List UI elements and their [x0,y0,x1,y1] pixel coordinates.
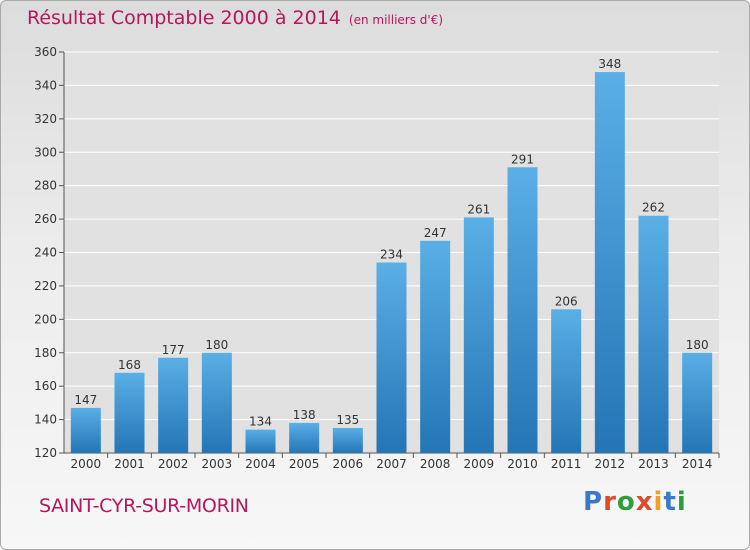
x-tick-label: 2010 [507,457,538,471]
chart-title: Résultat Comptable 2000 à 2014 (en millie… [27,7,443,29]
logo-letter: x [635,487,654,517]
bar [551,309,582,453]
bar [463,217,494,453]
x-tick-label: 2001 [114,457,145,471]
logo-letter: o [616,487,636,517]
y-tick-label: 280 [34,179,57,193]
bar [376,262,407,453]
data-label: 234 [380,248,403,262]
x-tick-label: 2006 [333,457,364,471]
x-tick-label: 2011 [551,457,582,471]
bar [201,352,232,453]
data-label: 147 [74,393,97,407]
data-label: 134 [249,415,272,429]
y-tick-label: 140 [34,413,57,427]
logo-letter: r [603,487,617,517]
chart-unit: (en milliers d'€) [348,13,444,27]
y-tick-label: 300 [34,145,57,159]
chart-title-text: Résultat Comptable 2000 à 2014 [27,7,341,29]
data-label: 247 [424,226,447,240]
logo-letter: i [676,487,687,517]
x-tick-label: 2005 [289,457,320,471]
logo-letter: i [653,487,664,517]
y-tick-label: 340 [34,78,57,92]
data-label: 168 [118,358,141,372]
x-tick-label: 2003 [202,457,233,471]
x-tick-label: 2013 [638,457,669,471]
bar [158,357,189,453]
data-label: 348 [598,57,621,71]
commune-name: SAINT-CYR-SUR-MORIN [39,495,249,517]
y-tick-label: 120 [34,446,57,460]
y-tick-label: 160 [34,379,57,393]
x-tick-label: 2007 [376,457,407,471]
logo-letter: P [583,487,604,517]
y-tick-label: 360 [34,45,57,59]
bar [332,427,363,453]
data-label: 291 [511,152,534,166]
bar [420,240,451,453]
x-tick-label: 2009 [464,457,495,471]
bar [638,215,669,453]
x-tick-label: 2014 [682,457,713,471]
data-label: 180 [686,338,709,352]
bar [594,72,625,454]
x-tick-label: 2012 [595,457,626,471]
x-tick-label: 2008 [420,457,451,471]
data-label: 135 [336,413,359,427]
bar [114,372,145,453]
data-label: 177 [162,343,185,357]
logo-letter: t [663,487,677,517]
data-label: 138 [293,408,316,422]
x-tick-label: 2002 [158,457,189,471]
y-tick-label: 260 [34,212,57,226]
bar [507,167,538,453]
x-tick-label: 2000 [71,457,102,471]
y-tick-label: 320 [34,112,57,126]
bar [682,352,713,453]
y-tick-label: 200 [34,312,57,326]
data-label: 261 [467,202,490,216]
y-tick-label: 220 [34,279,57,293]
bar [245,429,276,453]
proxiti-logo[interactable]: Proxiti [583,487,687,517]
y-tick-label: 180 [34,346,57,360]
data-label: 262 [642,201,665,215]
y-tick-label: 240 [34,246,57,260]
bar [289,422,320,453]
bar [70,407,101,453]
data-label: 206 [555,294,578,308]
data-label: 180 [205,338,228,352]
x-tick-label: 2004 [245,457,276,471]
